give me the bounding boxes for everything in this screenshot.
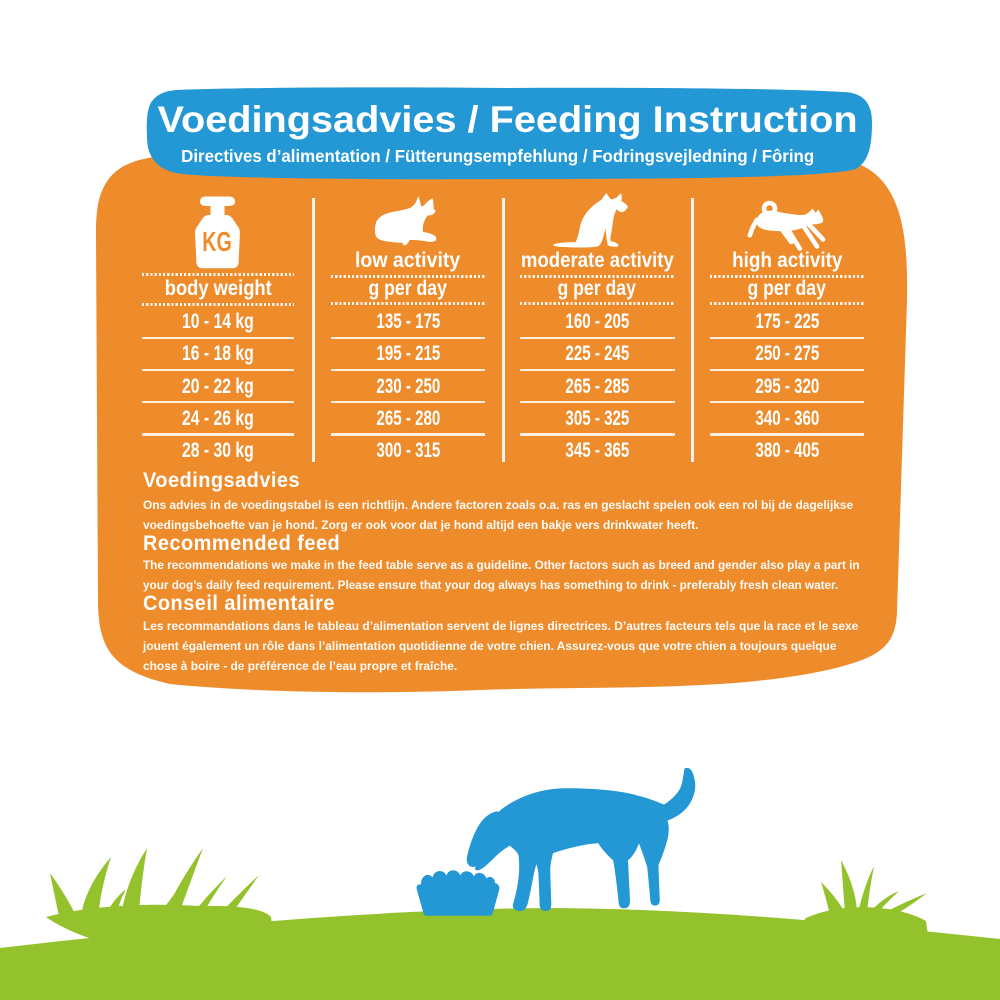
svg-text:KG: KG bbox=[202, 226, 232, 257]
